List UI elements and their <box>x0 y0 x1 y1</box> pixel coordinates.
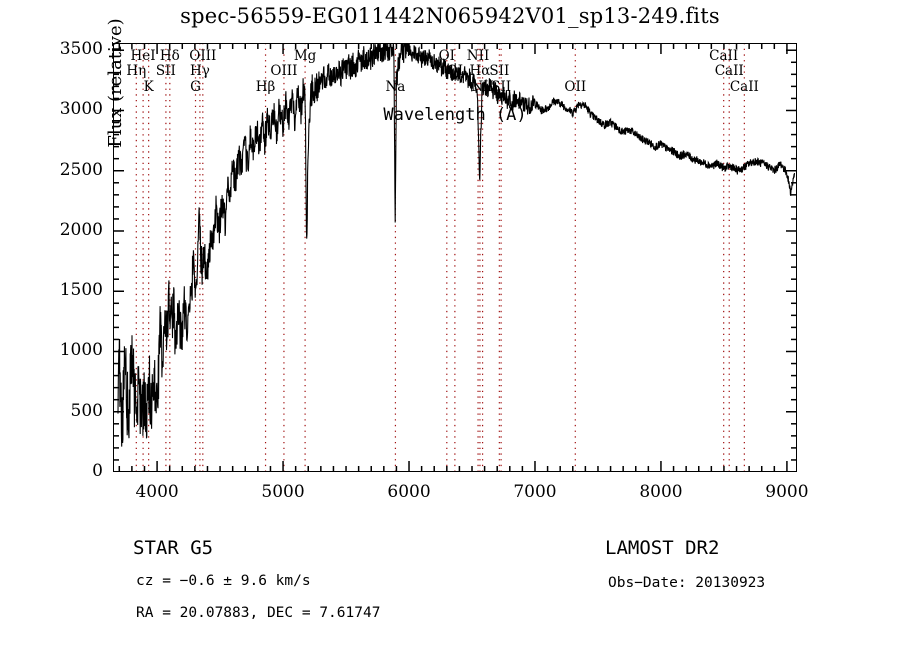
plot-area: Hη HeI K Hδ SII Hγ G OIII Hβ OIII Mg Na OI OI NII Hα NII… <box>60 18 809 502</box>
spectral-line-label: SII <box>489 63 510 79</box>
page-title: spec-56559-EG011442N065942V01_sp13-249.f… <box>180 4 720 28</box>
y-tick-label: 500 <box>70 400 103 421</box>
x-tick-label: 8000 <box>639 482 683 502</box>
spectral-line-label: Hγ <box>189 63 210 79</box>
spectral-line-label: HeI <box>130 48 156 64</box>
y-tick-label: 0 <box>92 461 103 481</box>
spectral-line-label: Na <box>385 79 406 95</box>
object-class: STAR G5 <box>133 537 214 559</box>
x-tick-label: 6000 <box>387 482 431 502</box>
x-tick-label: 5000 <box>261 482 305 502</box>
y-tick-label: 3000 <box>59 99 103 120</box>
spectral-line-label: NII <box>471 79 494 95</box>
x-tick-label: 4000 <box>135 482 179 502</box>
spectral-line-label: SII <box>155 63 176 79</box>
spectral-line-label: K <box>143 79 154 95</box>
survey-name: LAMOST DR2 <box>605 537 720 559</box>
spectrum-plot-svg <box>113 43 797 472</box>
plot-frame <box>113 43 797 472</box>
y-tick-label: 2500 <box>59 159 103 180</box>
sky-coordinates: RA = 20.07883, DEC = 7.61747 <box>136 605 381 621</box>
spectral-line-label: Hδ <box>159 48 180 64</box>
spectral-line-label: G <box>190 79 201 95</box>
redshift-velocity: cz = −0.6 ± 9.6 km/s <box>136 573 311 589</box>
spectral-line-label: OI <box>446 63 464 79</box>
spectral-line-label: OIII <box>270 63 298 79</box>
y-tick-label: 1500 <box>59 280 103 301</box>
spectral-line-label: CaII <box>714 63 744 79</box>
spectral-line-label: OII <box>564 79 587 95</box>
observation-date: Obs−Date: 20130923 <box>608 575 766 591</box>
x-tick-label: 7000 <box>513 482 557 502</box>
spectral-line-label: OI <box>438 48 455 64</box>
y-tick-label: 3500 <box>59 39 103 60</box>
spectral-line-label: Mg <box>293 48 317 64</box>
spectral-line-label: CaII <box>709 48 739 64</box>
x-axis-label: Wavelength (Å) <box>383 105 527 125</box>
spectral-line-label: Hη <box>126 63 147 79</box>
spectral-line-label: NII <box>466 48 490 64</box>
spectral-line-label: Hα <box>469 63 491 79</box>
x-tick-label: 9000 <box>765 482 809 502</box>
spectral-line-label: CaII <box>729 79 759 95</box>
y-tick-label: 2000 <box>59 219 103 240</box>
spectral-line-label: Hβ <box>255 79 276 95</box>
y-axis-label: Flux (relative) <box>105 18 126 148</box>
spectral-line-label: SII <box>491 79 512 95</box>
y-tick-label: 1000 <box>59 340 103 361</box>
spectral-line-label: OIII <box>189 48 217 64</box>
